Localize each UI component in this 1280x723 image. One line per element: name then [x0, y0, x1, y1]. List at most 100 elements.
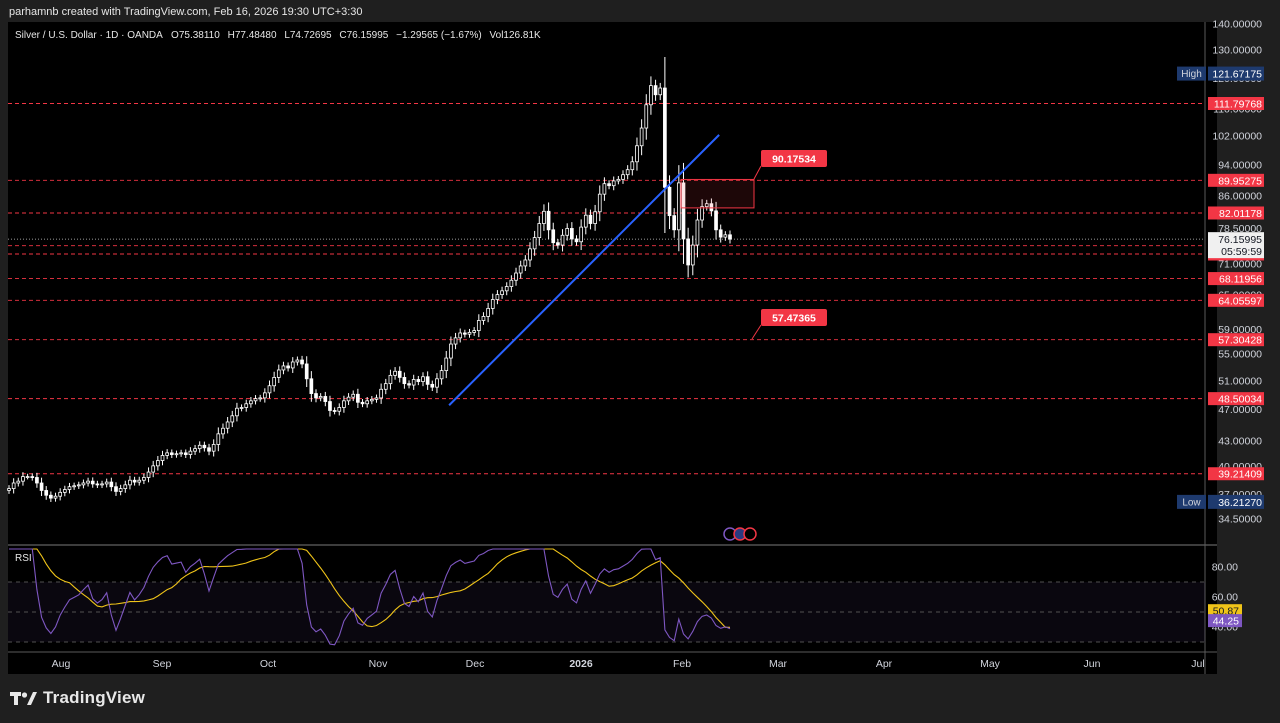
event-markers[interactable] — [723, 527, 757, 541]
level-price-tag[interactable]: 111.79768 — [1208, 96, 1264, 111]
candle[interactable] — [323, 391, 328, 407]
candle[interactable] — [337, 403, 342, 416]
candle[interactable] — [635, 137, 639, 171]
candle[interactable] — [253, 395, 258, 405]
candle[interactable] — [621, 170, 625, 184]
candle[interactable] — [360, 398, 365, 408]
candle[interactable] — [542, 204, 546, 231]
candle[interactable] — [72, 482, 76, 490]
candle[interactable] — [574, 235, 579, 246]
candle[interactable] — [309, 371, 314, 402]
candle[interactable] — [193, 444, 197, 455]
candle[interactable] — [49, 491, 53, 502]
candle[interactable] — [25, 473, 30, 480]
candle[interactable] — [249, 396, 253, 408]
candle[interactable] — [472, 327, 477, 336]
candle[interactable] — [239, 404, 244, 412]
candle[interactable] — [597, 185, 602, 222]
level-price-tag[interactable]: 57.30428 — [1208, 333, 1264, 347]
candle[interactable] — [174, 450, 179, 458]
price-callout[interactable]: 57.47365 — [751, 309, 827, 340]
candle[interactable] — [267, 380, 272, 399]
candle[interactable] — [695, 208, 700, 258]
trend-line[interactable] — [448, 134, 720, 406]
candle[interactable] — [658, 82, 663, 101]
candle[interactable] — [495, 290, 500, 305]
candle[interactable] — [169, 449, 174, 459]
candle[interactable] — [402, 372, 407, 389]
candle[interactable] — [286, 362, 290, 372]
candle[interactable] — [207, 443, 211, 456]
candle[interactable] — [328, 395, 332, 417]
candle[interactable] — [221, 423, 225, 439]
candle[interactable] — [118, 484, 123, 496]
candle[interactable] — [188, 447, 193, 459]
candle[interactable] — [709, 198, 714, 217]
candle[interactable] — [379, 383, 383, 404]
candle[interactable] — [276, 364, 281, 383]
candle[interactable] — [388, 369, 393, 390]
candle[interactable] — [30, 473, 35, 481]
candle[interactable] — [500, 286, 504, 299]
level-price-tag[interactable]: 48.50034 — [1208, 392, 1264, 406]
candle[interactable] — [100, 480, 104, 489]
candle[interactable] — [579, 219, 583, 251]
candle[interactable] — [607, 180, 611, 190]
supply-zone[interactable] — [680, 178, 755, 209]
candle[interactable] — [165, 449, 169, 460]
candle[interactable] — [463, 329, 467, 338]
candle[interactable] — [411, 374, 416, 390]
candle[interactable] — [449, 336, 453, 367]
candle[interactable] — [86, 477, 90, 487]
candle[interactable] — [44, 486, 49, 500]
candle[interactable] — [39, 477, 44, 496]
candle[interactable] — [630, 156, 635, 176]
candle[interactable] — [11, 478, 16, 494]
candle[interactable] — [565, 223, 570, 241]
candle[interactable] — [690, 235, 695, 276]
candle[interactable] — [132, 476, 137, 486]
candle[interactable] — [681, 162, 686, 264]
candle[interactable] — [332, 407, 337, 415]
candle[interactable] — [197, 441, 202, 453]
candle[interactable] — [356, 388, 360, 409]
candle[interactable] — [672, 208, 677, 238]
candle[interactable] — [58, 488, 63, 501]
candle[interactable] — [700, 199, 704, 228]
candle[interactable] — [365, 396, 370, 408]
candle[interactable] — [537, 215, 542, 246]
candle[interactable] — [216, 427, 221, 452]
level-price-tag[interactable]: 39.21409 — [1208, 467, 1264, 481]
candle[interactable] — [686, 227, 690, 278]
candle[interactable] — [570, 222, 574, 246]
candle[interactable] — [374, 394, 379, 403]
candle[interactable] — [156, 455, 160, 471]
candle[interactable] — [183, 449, 188, 459]
candle[interactable] — [123, 480, 128, 493]
candle[interactable] — [346, 393, 351, 405]
candle[interactable] — [602, 177, 607, 201]
candle[interactable] — [416, 375, 421, 386]
candle[interactable] — [644, 94, 649, 140]
candle[interactable] — [528, 242, 532, 267]
candle[interactable] — [625, 165, 630, 180]
candle[interactable] — [611, 176, 616, 191]
candle[interactable] — [104, 478, 109, 488]
candle[interactable] — [128, 475, 132, 490]
level-price-tag[interactable]: 89.95275 — [1208, 173, 1264, 188]
candle[interactable] — [583, 208, 588, 235]
candle[interactable] — [593, 204, 597, 231]
level-price-tag[interactable]: 82.01178 — [1208, 206, 1264, 220]
candle[interactable] — [518, 260, 523, 279]
candle[interactable] — [137, 476, 142, 486]
candle[interactable] — [146, 467, 151, 483]
candle[interactable] — [532, 230, 537, 256]
level-price-tag[interactable]: 68.11956 — [1208, 272, 1264, 286]
candle[interactable] — [639, 119, 644, 156]
candle[interactable] — [453, 332, 458, 350]
candle[interactable] — [290, 357, 295, 373]
candle[interactable] — [588, 209, 593, 230]
candle[interactable] — [560, 229, 565, 252]
candle[interactable] — [486, 302, 490, 323]
